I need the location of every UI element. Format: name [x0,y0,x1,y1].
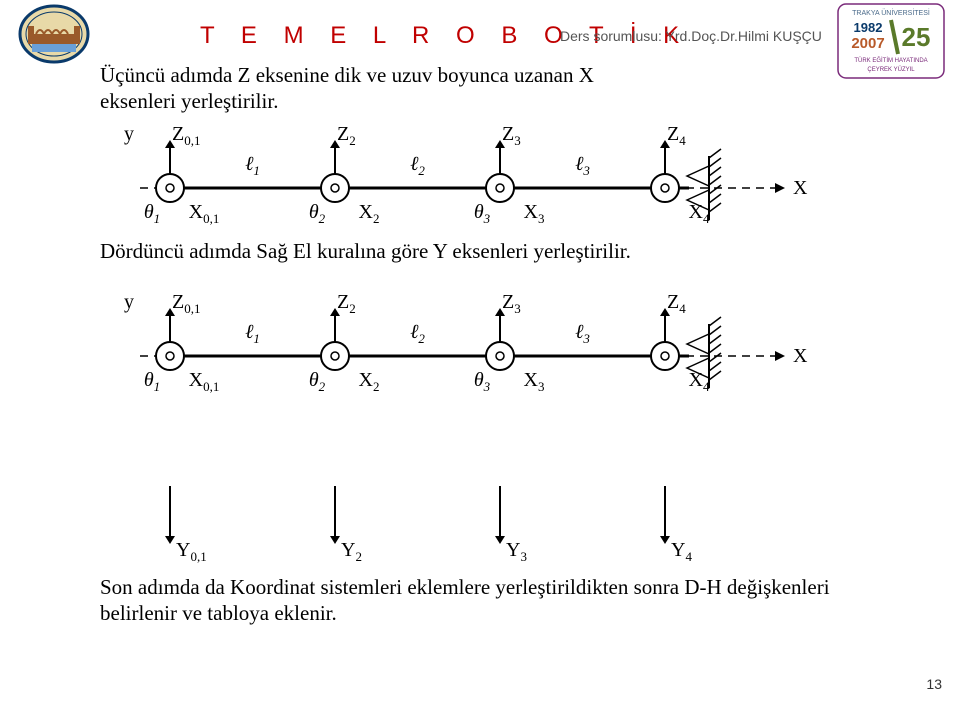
svg-text:Z3: Z3 [502,291,521,316]
svg-text:θ1: θ1 [144,369,160,394]
logo-text-2: TÜRK EĞİTİM HAYATINDA [854,57,927,64]
kinematics-diagram-1: y Xℓ1 Z0,1 θ1 X0,1 ℓ2 Z2 θ2 X2 ℓ3 Z3 θ3 X3 Z4 X4 [100,118,860,238]
svg-text:θ3: θ3 [474,369,491,394]
paragraph-2: Dördüncü adımda Sağ El kuralına göre Y e… [100,238,800,264]
svg-text:Y4: Y4 [671,539,692,564]
svg-text:Z4: Z4 [667,123,686,148]
logo-year-top: 1982 [854,20,883,35]
svg-text:X: X [793,177,808,199]
svg-text:X4: X4 [689,369,710,394]
svg-text:Y0,1: Y0,1 [176,539,207,564]
svg-text:Z2: Z2 [337,123,356,148]
svg-text:X0,1: X0,1 [189,201,220,226]
page-header: T E M E L R O B O T İ K Ders sorumlusu: … [0,10,960,70]
logo-year-mid: 2007 [851,35,884,52]
svg-text:θ1: θ1 [144,201,160,226]
svg-text:ℓ1: ℓ1 [245,321,260,346]
paragraph-1: Üçüncü adımda Z eksenine dik ve uzuv boy… [100,62,620,115]
svg-text:ℓ2: ℓ2 [410,321,425,346]
logo-text-top: TRAKYA ÜNİVERSİTESİ [852,8,930,17]
svg-text:X0,1: X0,1 [189,369,220,394]
logo-num: 25 [902,22,931,52]
crest-logo-icon [14,4,94,66]
page-subtitle: Ders sorumlusu: Yrd.Doç.Dr.Hilmi KUŞÇU [560,28,822,44]
svg-text:Z4: Z4 [667,291,686,316]
svg-text:ℓ2: ℓ2 [410,153,425,178]
page-number: 13 [926,676,942,692]
paragraph-3: Son adımda da Koordinat sistemleri eklem… [100,574,830,627]
svg-text:y: y [124,123,134,145]
svg-text:Y3: Y3 [506,539,527,564]
svg-text:θ2: θ2 [309,201,326,226]
svg-text:X4: X4 [689,201,710,226]
svg-text:X2: X2 [359,369,380,394]
svg-text:Z0,1: Z0,1 [172,291,200,316]
svg-text:ℓ3: ℓ3 [575,153,590,178]
svg-text:ℓ3: ℓ3 [575,321,590,346]
svg-text:Z2: Z2 [337,291,356,316]
svg-text:X2: X2 [359,201,380,226]
svg-text:Y2: Y2 [341,539,362,564]
svg-text:θ3: θ3 [474,201,491,226]
svg-text:Z3: Z3 [502,123,521,148]
anniversary-logo-icon: TRAKYA ÜNİVERSİTESİ 1982 2007 25 TÜRK EĞ… [836,2,946,80]
svg-text:X3: X3 [524,201,545,226]
svg-text:X: X [793,345,808,367]
kinematics-diagram-2: y Xℓ1 Z0,1 θ1 X0,1 Y0,1 ℓ2 Z2 θ2 X2 Y2 ℓ3 Z3 θ3 X3 Y3 Z4… [100,286,860,566]
svg-text:y: y [124,291,134,313]
svg-text:Z0,1: Z0,1 [172,123,200,148]
svg-text:ℓ1: ℓ1 [245,153,260,178]
logo-text-3: ÇEYREK YÜZYIL [867,66,915,73]
svg-text:θ2: θ2 [309,369,326,394]
svg-text:X3: X3 [524,369,545,394]
